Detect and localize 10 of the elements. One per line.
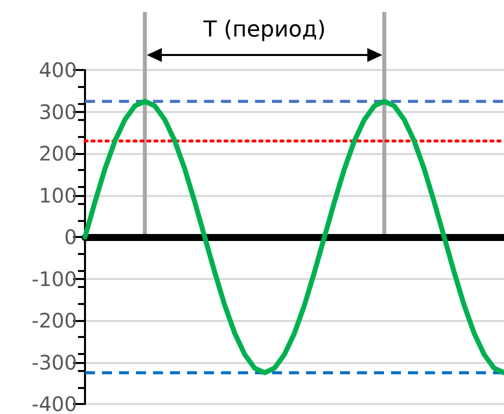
y-tick-label: 0 [64, 225, 77, 249]
y-tick-label: -200 [32, 308, 77, 332]
y-tick-label: 100 [38, 183, 77, 208]
y-tick-label: -400 [32, 392, 77, 414]
y-tick-label: 300 [38, 100, 77, 124]
text: T (период) [202, 18, 326, 42]
y-tick-label: -300 [32, 350, 77, 374]
y-tick-label: 400 [38, 58, 77, 82]
y-tick-label: 200 [38, 142, 77, 166]
y-tick-label: -100 [32, 266, 77, 291]
